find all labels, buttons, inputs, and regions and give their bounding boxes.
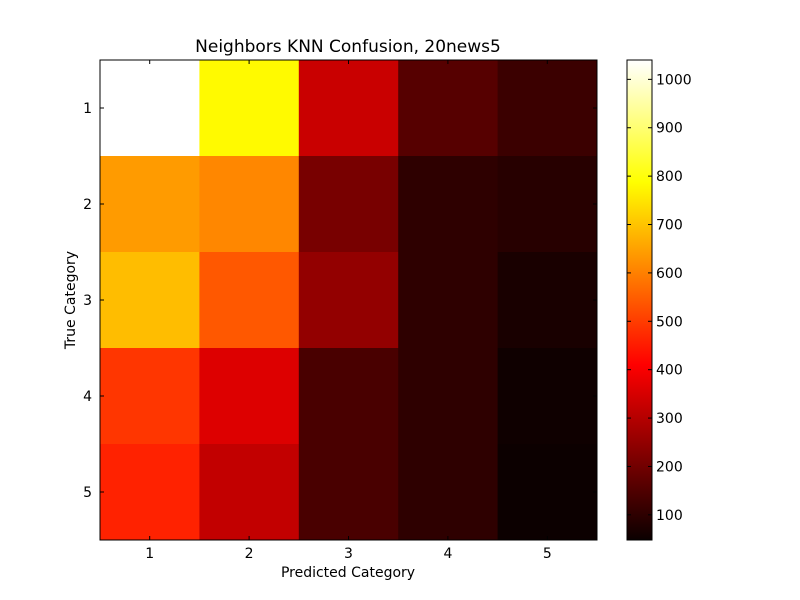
colorbar-tick-label: 700 xyxy=(656,218,683,234)
colorbar-tick-label: 600 xyxy=(656,266,683,282)
heatmap-cell xyxy=(298,348,399,445)
heatmap-cell xyxy=(199,252,300,349)
heatmap-cell xyxy=(398,156,499,253)
heatmap-cell xyxy=(100,252,200,349)
colorbar-tick-label: 300 xyxy=(656,411,683,427)
x-tick-label: 3 xyxy=(344,546,353,562)
heatmap-cell xyxy=(298,444,399,541)
colorbar-tick-label: 900 xyxy=(656,121,683,137)
heatmap-cell xyxy=(100,156,200,253)
heatmap-cell xyxy=(298,60,399,157)
heatmap-cell xyxy=(199,444,300,541)
colorbar-gradient xyxy=(627,60,652,540)
colorbar-ticks: 100 200 300 400 500 600 700 800 900 1000 xyxy=(627,72,692,524)
y-tick-label: 4 xyxy=(83,389,92,405)
y-axis-ticks: 1 2 3 4 5 xyxy=(83,101,597,501)
colorbar: 100 200 300 400 500 600 700 800 900 1000 xyxy=(626,59,692,541)
colorbar-tick-label: 200 xyxy=(656,459,683,475)
heatmap-cell xyxy=(497,252,598,349)
x-tick-label: 1 xyxy=(145,546,154,562)
heatmap-cell xyxy=(398,444,499,541)
x-axis-title: Predicted Category xyxy=(281,565,415,581)
x-tick-label: 4 xyxy=(443,546,452,562)
heatmap-cell xyxy=(100,444,200,541)
x-tick-label: 5 xyxy=(543,546,552,562)
heatmap-cell xyxy=(497,348,598,445)
colorbar-tick-label: 800 xyxy=(656,169,683,185)
heatmap-cell xyxy=(100,60,200,157)
heatmap-cell xyxy=(298,252,399,349)
heatmap-cells xyxy=(100,60,598,541)
heatmap-cell xyxy=(398,348,499,445)
x-tick-label: 2 xyxy=(245,546,254,562)
y-tick-label: 2 xyxy=(83,197,92,213)
heatmap-cell xyxy=(199,60,300,157)
colorbar-tick-label: 1000 xyxy=(656,72,692,88)
heatmap-cell xyxy=(199,156,300,253)
colorbar-tick-label: 400 xyxy=(656,363,683,379)
heatmap-cell xyxy=(497,60,598,157)
y-tick-label: 5 xyxy=(83,485,92,501)
heatmap-cell xyxy=(497,156,598,253)
colorbar-frame xyxy=(626,59,653,541)
heatmap-cell xyxy=(398,252,499,349)
colorbar-tick-label: 500 xyxy=(656,314,683,330)
y-tick-label: 1 xyxy=(83,101,92,117)
heatmap-cell xyxy=(199,348,300,445)
chart-title: Neighbors KNN Confusion, 20news5 xyxy=(195,37,501,57)
y-axis-title: True Category xyxy=(63,251,79,350)
colorbar-tick-label: 100 xyxy=(656,508,683,524)
x-axis-ticks: 1 2 3 4 5 xyxy=(145,60,552,562)
heatmap-cell xyxy=(398,60,499,157)
heatmap-cell xyxy=(100,348,200,445)
heatmap-cell xyxy=(497,444,598,541)
y-tick-label: 3 xyxy=(83,293,92,309)
heatmap-cell xyxy=(298,156,399,253)
